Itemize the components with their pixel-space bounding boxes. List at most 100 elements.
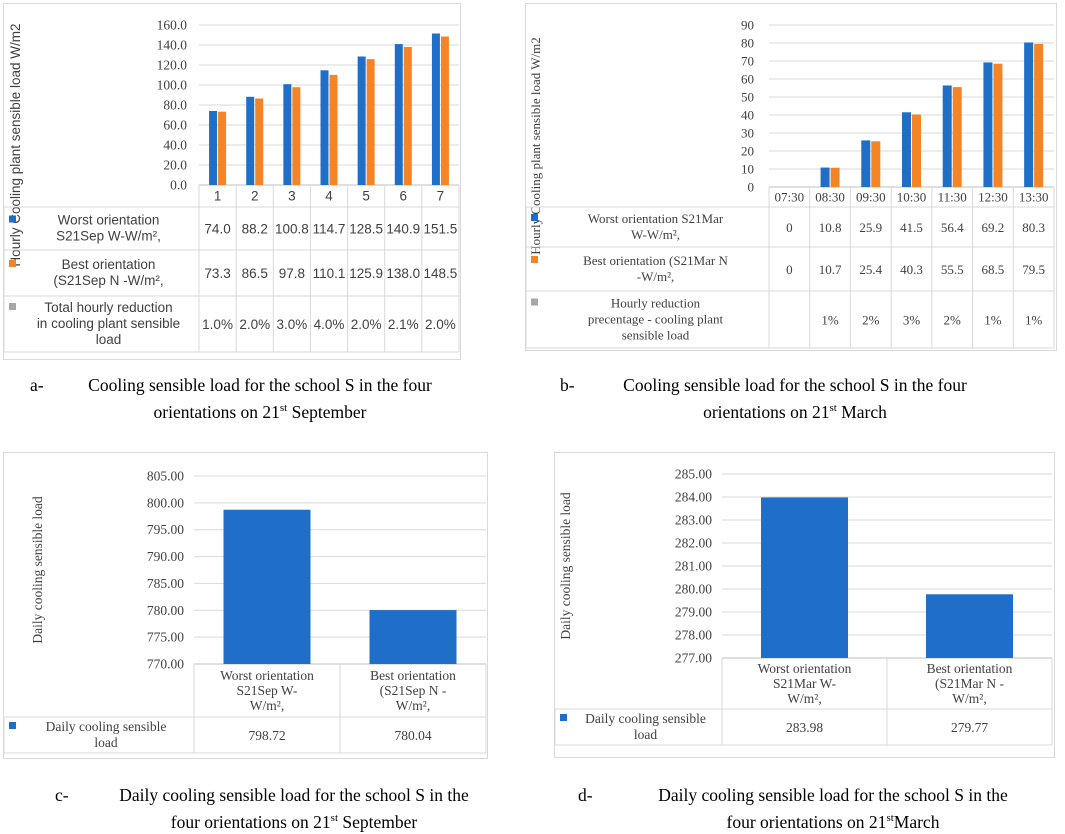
y-tick-label-c-3: 785.00 [147,576,184,591]
data-label-b-s1-3: 40.3 [900,262,923,277]
data-label-b-s0-4: 56.4 [941,220,964,235]
y-tick-label-a-0: 0.0 [170,178,187,193]
chart-panel-b: 0 10 20 30 40 50 60 70 80 90 Hourly Cooling plant … [525,3,1057,351]
bar-d-s0-1 [926,594,1013,658]
y-tick-label-b-4: 40 [741,108,754,123]
data-label-a-s0-0: 74.0 [204,222,230,237]
legend-label-b-2-0: Hourly reduction [611,296,701,311]
chart-a: 0.0 20.0 40.0 60.0 80.0 100.0 120.0 140.0 160.0 H… [4,18,460,353]
category-label-c-0-2: W/m², [250,698,284,713]
category-label-a-2: 3 [288,189,296,204]
category-label-c-0-1: S21Sep W- [237,683,298,698]
legend-label-b-2-2: sensible load [622,328,690,343]
data-label-b-s1-4: 55.5 [941,262,964,277]
caption-d-line1: Daily cooling sensible load for the scho… [658,785,1008,805]
legend-label-a-2-0: Total hourly reduction [44,300,172,315]
data-label-a-s2-6: 2.0% [425,317,456,332]
category-label-b-6: 13:30 [1019,190,1049,205]
category-label-c-1-2: W/m², [396,698,430,713]
y-tick-label-c-4: 790.00 [147,549,184,564]
bar-b-s0-3 [902,112,911,187]
bar-b-s1-4 [952,87,962,187]
caption-d-tail: March [893,811,940,832]
data-label-a-s0-5: 140.9 [386,222,420,237]
legend-key-b-2 [531,298,538,306]
legend-label-a-1-1: (S21Sep N -W/m², [53,273,163,288]
data-label-b-s2-3: 3% [903,313,921,328]
y-tick-label-b-8: 80 [741,36,754,51]
bar-a-s1-1 [255,98,264,185]
data-label-a-s1-0: 73.3 [204,266,230,281]
caption-d-sup: st [886,812,894,824]
bar-d-s0-0 [761,497,848,658]
data-label-b-s2-5: 1% [984,313,1002,328]
y-tick-label-b-9: 90 [741,18,754,33]
category-label-a-0: 1 [214,189,222,204]
bar-a-s0-4 [357,56,366,185]
legend-key-b-1 [531,256,538,263]
category-label-d-0-2: W/m², [787,691,821,706]
bar-a-s1-0 [218,111,227,185]
caption-d: d- Daily cooling sensible load for the s… [578,784,1058,832]
category-label-b-2: 09:30 [856,190,886,205]
category-label-c-0-0: Worst orientation [220,668,314,683]
data-label-a-s2-4: 2.0% [351,317,382,332]
bar-c-s0-1 [369,610,457,664]
category-label-c-1-0: Best orientation [370,668,456,683]
bar-a-s0-1 [246,96,255,185]
y-tick-label-a-1: 20.0 [163,158,187,173]
category-label-b-0: 07:30 [775,190,805,205]
y-tick-label-d-6: 283.00 [675,513,712,528]
legend-key-a-0 [9,215,16,223]
bar-a-s0-3 [320,70,329,185]
legend-label-a-2-2: load [96,332,122,347]
data-label-b-s1-0: 0 [786,262,793,277]
bar-b-s1-1 [830,167,840,187]
legend-key-a-2 [9,303,16,310]
caption-c: c- Daily cooling sensible load for the s… [55,784,505,832]
data-label-a-s0-2: 100.8 [275,222,309,237]
caption-a-tail: September [287,401,367,422]
y-tick-label-a-4: 80.0 [163,98,187,113]
bar-a-s0-0 [209,111,218,185]
category-label-a-6: 7 [437,189,445,204]
y-tick-label-d-8: 285.00 [675,467,712,482]
data-label-c-s0-0: 798.72 [248,728,285,743]
bar-b-s0-2 [861,140,871,187]
category-label-d-1-1: (S21Mar N - [935,676,1004,691]
caption-c-tail: September [338,811,418,832]
category-label-b-5: 12:30 [978,190,1008,205]
data-label-a-s2-5: 2.1% [388,317,419,332]
data-label-b-s0-0: 0 [786,220,793,235]
data-label-d-s0-1: 279.77 [951,720,988,735]
bar-b-s1-3 [912,114,921,187]
chart-panel-a: 0.0 20.0 40.0 60.0 80.0 100.0 120.0 140.0 160.0 H… [3,3,461,360]
bar-a-s0-6 [431,33,440,185]
chart-d: 277.00 278.00 279.00 280.00 281.00 282.00 283.… [555,467,1053,746]
data-label-b-s2-6: 1% [1025,313,1043,328]
data-label-b-s2-2: 2% [862,313,880,328]
y-tick-label-a-6: 120.0 [157,58,188,73]
legend-label-c-0-1: load [94,735,117,750]
bar-b-s0-5 [983,62,993,187]
caption-b-tail: March [836,401,887,422]
data-label-a-s1-3: 110.1 [313,266,346,281]
data-label-a-s2-0: 1.0% [202,317,233,332]
category-label-d-1-0: Best orientation [927,661,1013,676]
y-tick-label-c-2: 780.00 [147,603,184,618]
data-label-a-s0-1: 88.2 [242,222,268,237]
data-label-a-s2-3: 4.0% [314,317,345,332]
data-label-a-s1-5: 138.0 [386,266,420,281]
data-label-b-s0-3: 41.5 [900,220,923,235]
data-label-a-s1-1: 86.5 [242,266,268,281]
caption-b-label: b- [560,375,575,395]
y-axis-label-a: Hourly Cooling plant sensible load W/m2 [8,23,23,266]
caption-b-sup: st [829,402,837,414]
y-tick-label-c-7: 805.00 [147,469,184,484]
chart-c: 770.00 775.00 780.00 785.00 790.00 795.00 800.… [4,469,487,754]
data-label-a-s1-6: 148.5 [424,266,458,281]
y-tick-label-d-7: 284.00 [675,490,712,505]
y-tick-label-a-8: 160.0 [157,18,188,33]
data-label-b-s0-1: 10.8 [819,220,842,235]
y-tick-label-b-7: 70 [741,54,754,69]
